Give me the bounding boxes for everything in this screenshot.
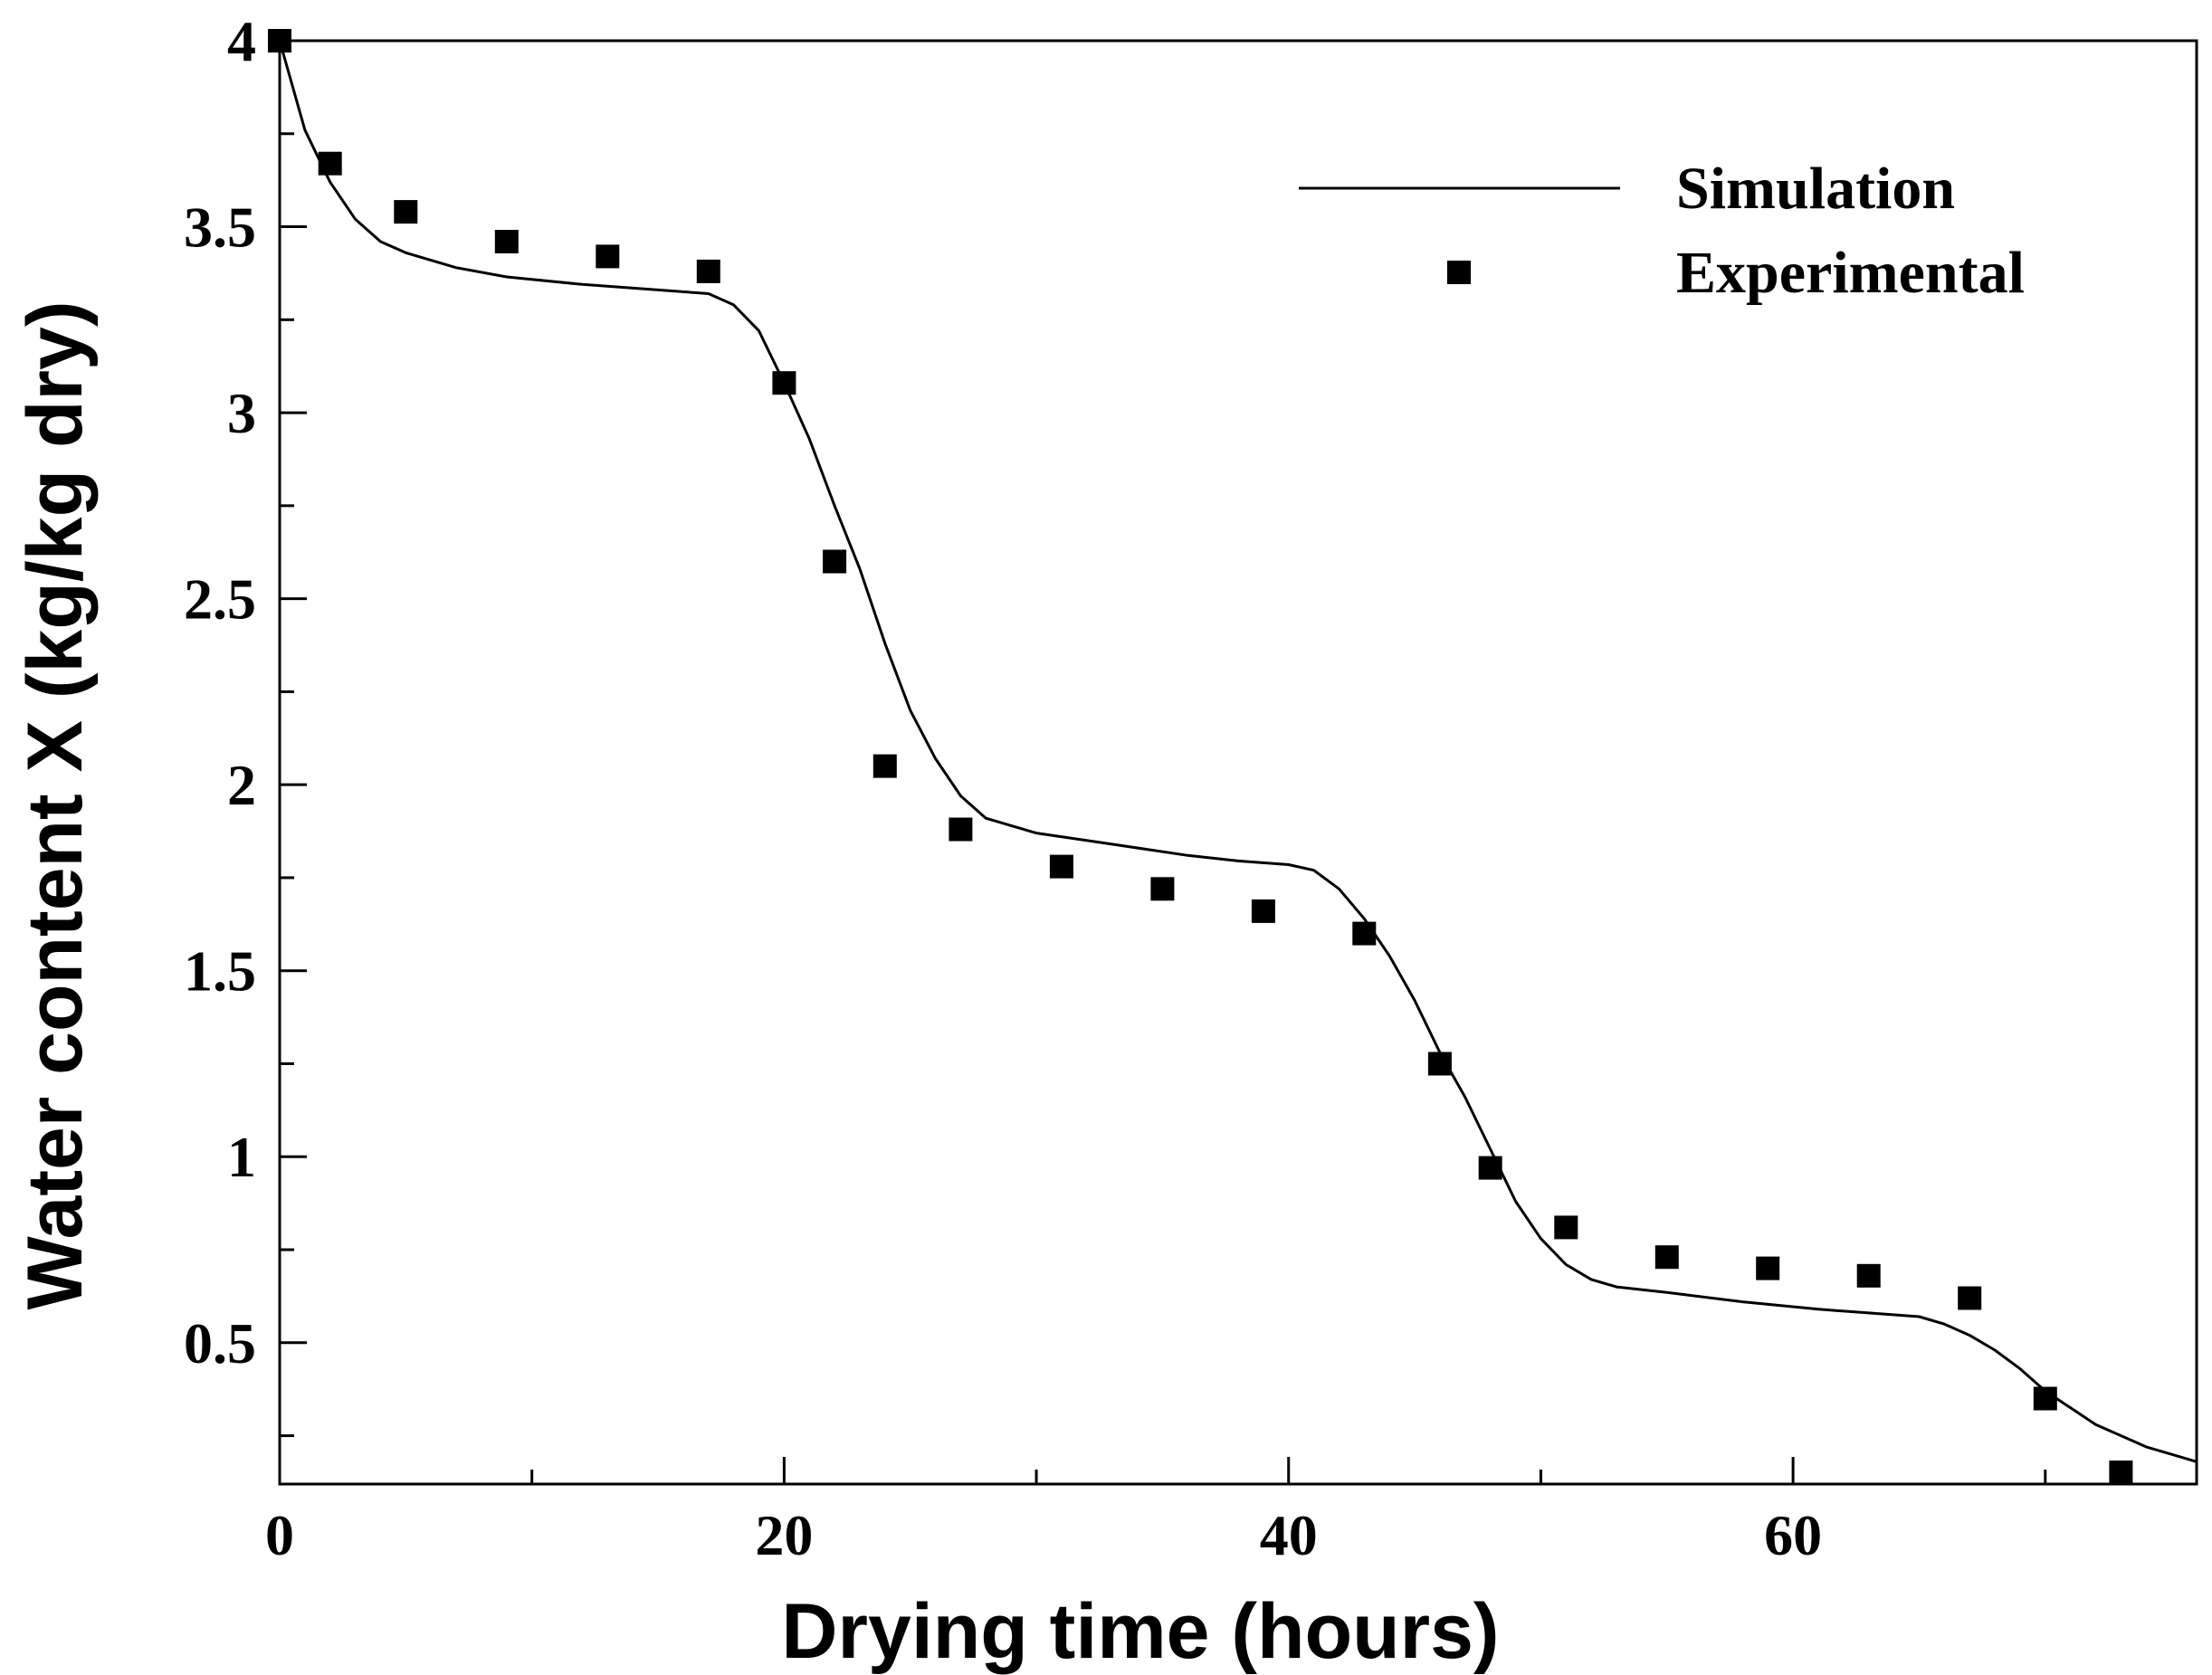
data-point-experimental	[1251, 899, 1275, 923]
data-point-experimental	[823, 549, 847, 574]
data-point-experimental	[872, 754, 897, 778]
data-point-experimental	[318, 151, 342, 176]
legend-label-experimental: Experimental	[1676, 240, 2025, 306]
data-point-experimental	[2109, 1461, 2133, 1484]
x-tick-label: 40	[1260, 1503, 1318, 1567]
data-point-experimental	[949, 817, 973, 842]
data-point-experimental	[1150, 877, 1175, 901]
data-point-experimental	[772, 371, 796, 395]
data-point-experimental	[696, 259, 720, 283]
y-tick-label: 0.5	[184, 1311, 256, 1375]
legend: Simulation Experimental	[1299, 156, 2025, 306]
y-tick-label: 2.5	[184, 567, 256, 632]
data-point-experimental	[1654, 1245, 1679, 1270]
x-tick-label: 0	[265, 1503, 294, 1567]
x-tick-label: 20	[755, 1503, 813, 1567]
series-line-simulation	[278, 40, 2198, 1463]
plot-frame	[278, 39, 2198, 1486]
data-point-experimental	[596, 244, 620, 269]
y-tick-label: 1	[227, 1125, 256, 1189]
data-point-experimental	[2033, 1386, 2057, 1411]
y-tick-label: 4	[227, 9, 256, 73]
data-point-experimental	[1554, 1215, 1578, 1240]
y-tick-label: 3	[227, 381, 256, 445]
y-tick-label: 3.5	[184, 195, 256, 260]
y-tick-label: 1.5	[184, 939, 256, 1004]
data-point-experimental	[1856, 1263, 1881, 1288]
y-tick-label: 2	[227, 753, 256, 817]
data-point-experimental	[1756, 1256, 1780, 1280]
data-point-experimental	[1427, 1052, 1452, 1076]
x-tick-label: 60	[1764, 1503, 1822, 1567]
series-layer	[268, 29, 2198, 1484]
data-point-experimental	[1049, 854, 1073, 879]
data-point-experimental	[394, 200, 418, 224]
axis-ticks: 0 20 40 60 0.5 1 1.5 2 2.5 3 3.5 4	[184, 9, 2047, 1567]
y-axis-label: Water content X (kg/kg dry)	[12, 301, 99, 1310]
data-point-experimental	[494, 230, 519, 253]
data-point-experimental	[1352, 921, 1377, 946]
plot-area	[278, 39, 2198, 1486]
data-point-experimental	[1958, 1286, 1982, 1310]
data-point-experimental	[1478, 1156, 1502, 1180]
legend-label-simulation: Simulation	[1676, 156, 1955, 222]
x-axis-label: Drying time (hours)	[781, 1588, 1499, 1675]
data-point-experimental	[268, 29, 291, 52]
legend-marker-experimental	[1447, 261, 1471, 284]
